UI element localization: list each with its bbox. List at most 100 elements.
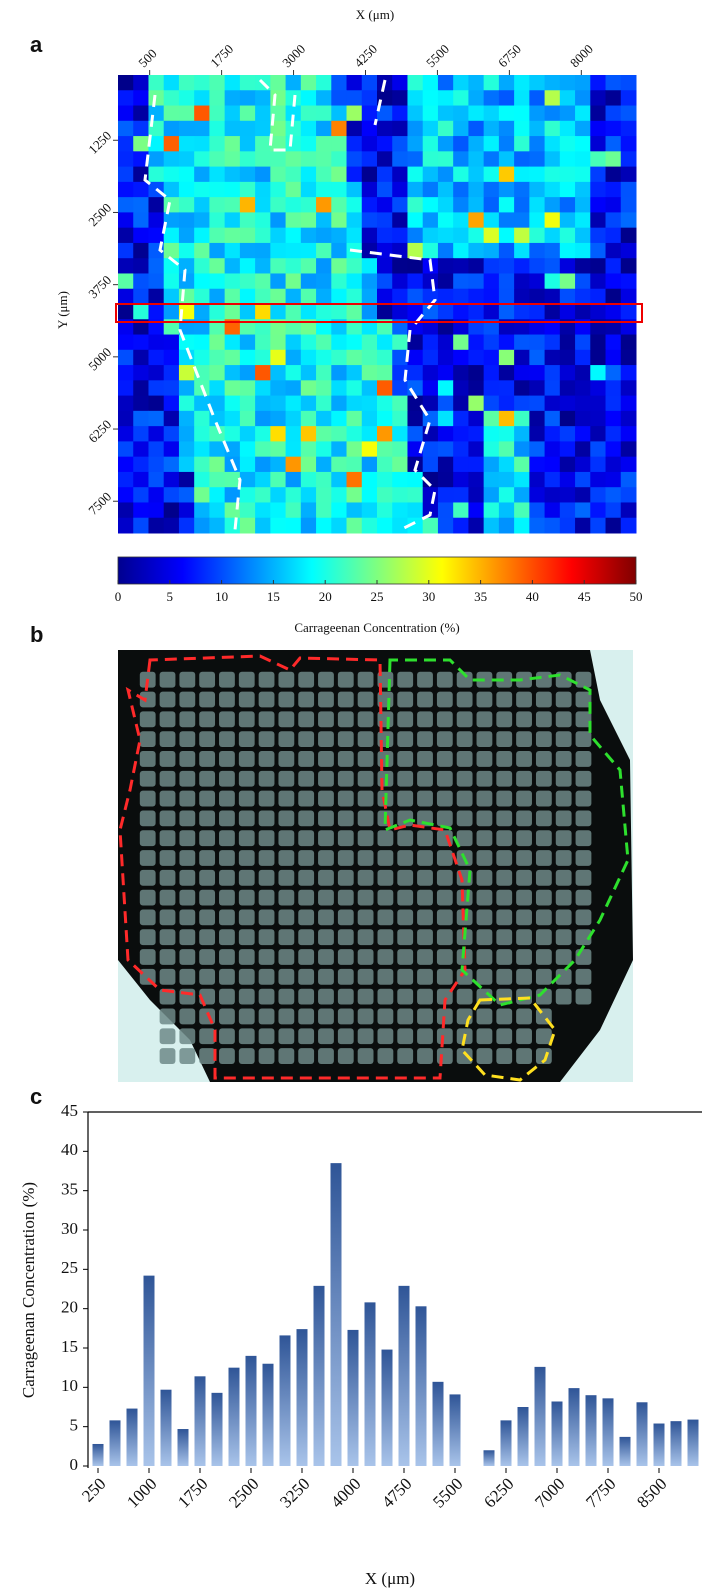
heatmap-cell [437, 75, 454, 91]
heatmap-cell [377, 166, 393, 183]
heatmap-cell [483, 410, 500, 427]
heatmap-cell [361, 120, 378, 137]
heatmap-cell [148, 212, 165, 229]
y-tick-label: 25 [61, 1258, 78, 1277]
grid-cell [179, 1048, 196, 1064]
heatmap-cell [392, 380, 408, 397]
heatmap-cell [605, 120, 622, 137]
heatmap-cell [437, 120, 454, 137]
heatmap-cell [437, 456, 454, 473]
heatmap-cell [605, 273, 622, 290]
heatmap-cell [209, 426, 226, 442]
heatmap-cell [529, 426, 546, 442]
heatmap-cell [346, 349, 363, 366]
heatmap-cell [300, 151, 317, 168]
heatmap-cell [316, 349, 332, 366]
heatmap-cell [133, 410, 149, 427]
heatmap-cell [300, 456, 317, 473]
heatmap-cell [498, 471, 515, 488]
heatmap-cell [377, 151, 393, 168]
heatmap-cell [194, 426, 210, 442]
heatmap-cell [361, 181, 378, 198]
bar [160, 1389, 172, 1466]
grid-cell [535, 889, 552, 906]
grid-cell [258, 711, 275, 728]
heatmap-cell [590, 227, 607, 244]
heatmap-cell [620, 197, 637, 213]
grid-cell [496, 810, 513, 827]
heatmap-cell [209, 90, 226, 107]
grid-cell [219, 909, 235, 926]
heatmap-cell [331, 304, 348, 320]
grid-cell [238, 731, 255, 748]
heatmap-cell [163, 334, 180, 351]
grid-cell [436, 949, 453, 965]
grid-cell [199, 968, 216, 985]
grid-cell [535, 949, 552, 965]
heatmap-cell [239, 242, 256, 259]
y-tick-label: 7500 [85, 489, 114, 518]
heatmap-cell [422, 151, 439, 168]
heatmap-cell [285, 304, 302, 320]
bar [279, 1335, 291, 1466]
grid-cell [199, 869, 216, 886]
heatmap-cell [437, 197, 454, 213]
grid-cell [139, 909, 156, 926]
heatmap-cell [209, 395, 226, 412]
heatmap-cell [559, 151, 576, 168]
heatmap-cell [270, 395, 287, 412]
grid-cell [575, 949, 592, 965]
heatmap-cell [468, 258, 485, 274]
grid-cell [139, 929, 156, 946]
grid-cell [298, 790, 315, 807]
heatmap-cell [559, 181, 576, 198]
heatmap-cell [285, 273, 302, 290]
heatmap-cell [133, 456, 149, 473]
heatmap-cell [575, 349, 591, 366]
grid-cell [258, 869, 275, 886]
heatmap-cell [620, 166, 637, 183]
grid-cell [258, 929, 275, 946]
heatmap-cell [133, 380, 149, 397]
grid-cell [298, 770, 315, 787]
heatmap-cell [377, 456, 393, 473]
heatmap-cell [453, 105, 469, 122]
grid-cell [179, 770, 196, 787]
grid-cell [219, 949, 235, 965]
heatmap-cell [178, 197, 195, 213]
heatmap-cell [255, 151, 271, 168]
heatmap-cell [118, 75, 134, 91]
heatmap-cell [422, 517, 439, 534]
grid-cell [456, 731, 473, 748]
heatmap-cell [118, 181, 134, 198]
heatmap-cell [453, 380, 469, 397]
heatmap-cell [498, 319, 515, 336]
heatmap-cell [331, 136, 348, 152]
x-tick-label: 250 [78, 1474, 109, 1505]
x-tick-label: 1750 [174, 1474, 211, 1511]
heatmap-cell [468, 227, 485, 244]
heatmap-cell [361, 456, 378, 473]
heatmap-cell [468, 105, 485, 122]
grid-cell [476, 731, 493, 748]
heatmap-cell [178, 120, 195, 137]
heatmap-cell [544, 319, 561, 336]
heatmap-cell [178, 395, 195, 412]
heatmap-cell [529, 212, 546, 229]
heatmap-cell [392, 288, 408, 305]
grid-cell [397, 929, 414, 946]
heatmap-cell [285, 426, 302, 442]
heatmap-cell [118, 197, 134, 213]
heatmap-cell [255, 456, 271, 473]
heatmap-cell [224, 105, 241, 122]
x-tick-label: 1750 [207, 41, 236, 70]
grid-cell [516, 671, 532, 688]
heatmap-cell [605, 242, 622, 259]
heatmap-cell [300, 487, 317, 503]
heatmap-cell [620, 395, 637, 412]
heatmap-cell [620, 456, 637, 473]
highlight-row [115, 303, 643, 323]
heatmap-cell [148, 395, 165, 412]
heatmap-cell [468, 197, 485, 213]
heatmap-cell [346, 120, 363, 137]
